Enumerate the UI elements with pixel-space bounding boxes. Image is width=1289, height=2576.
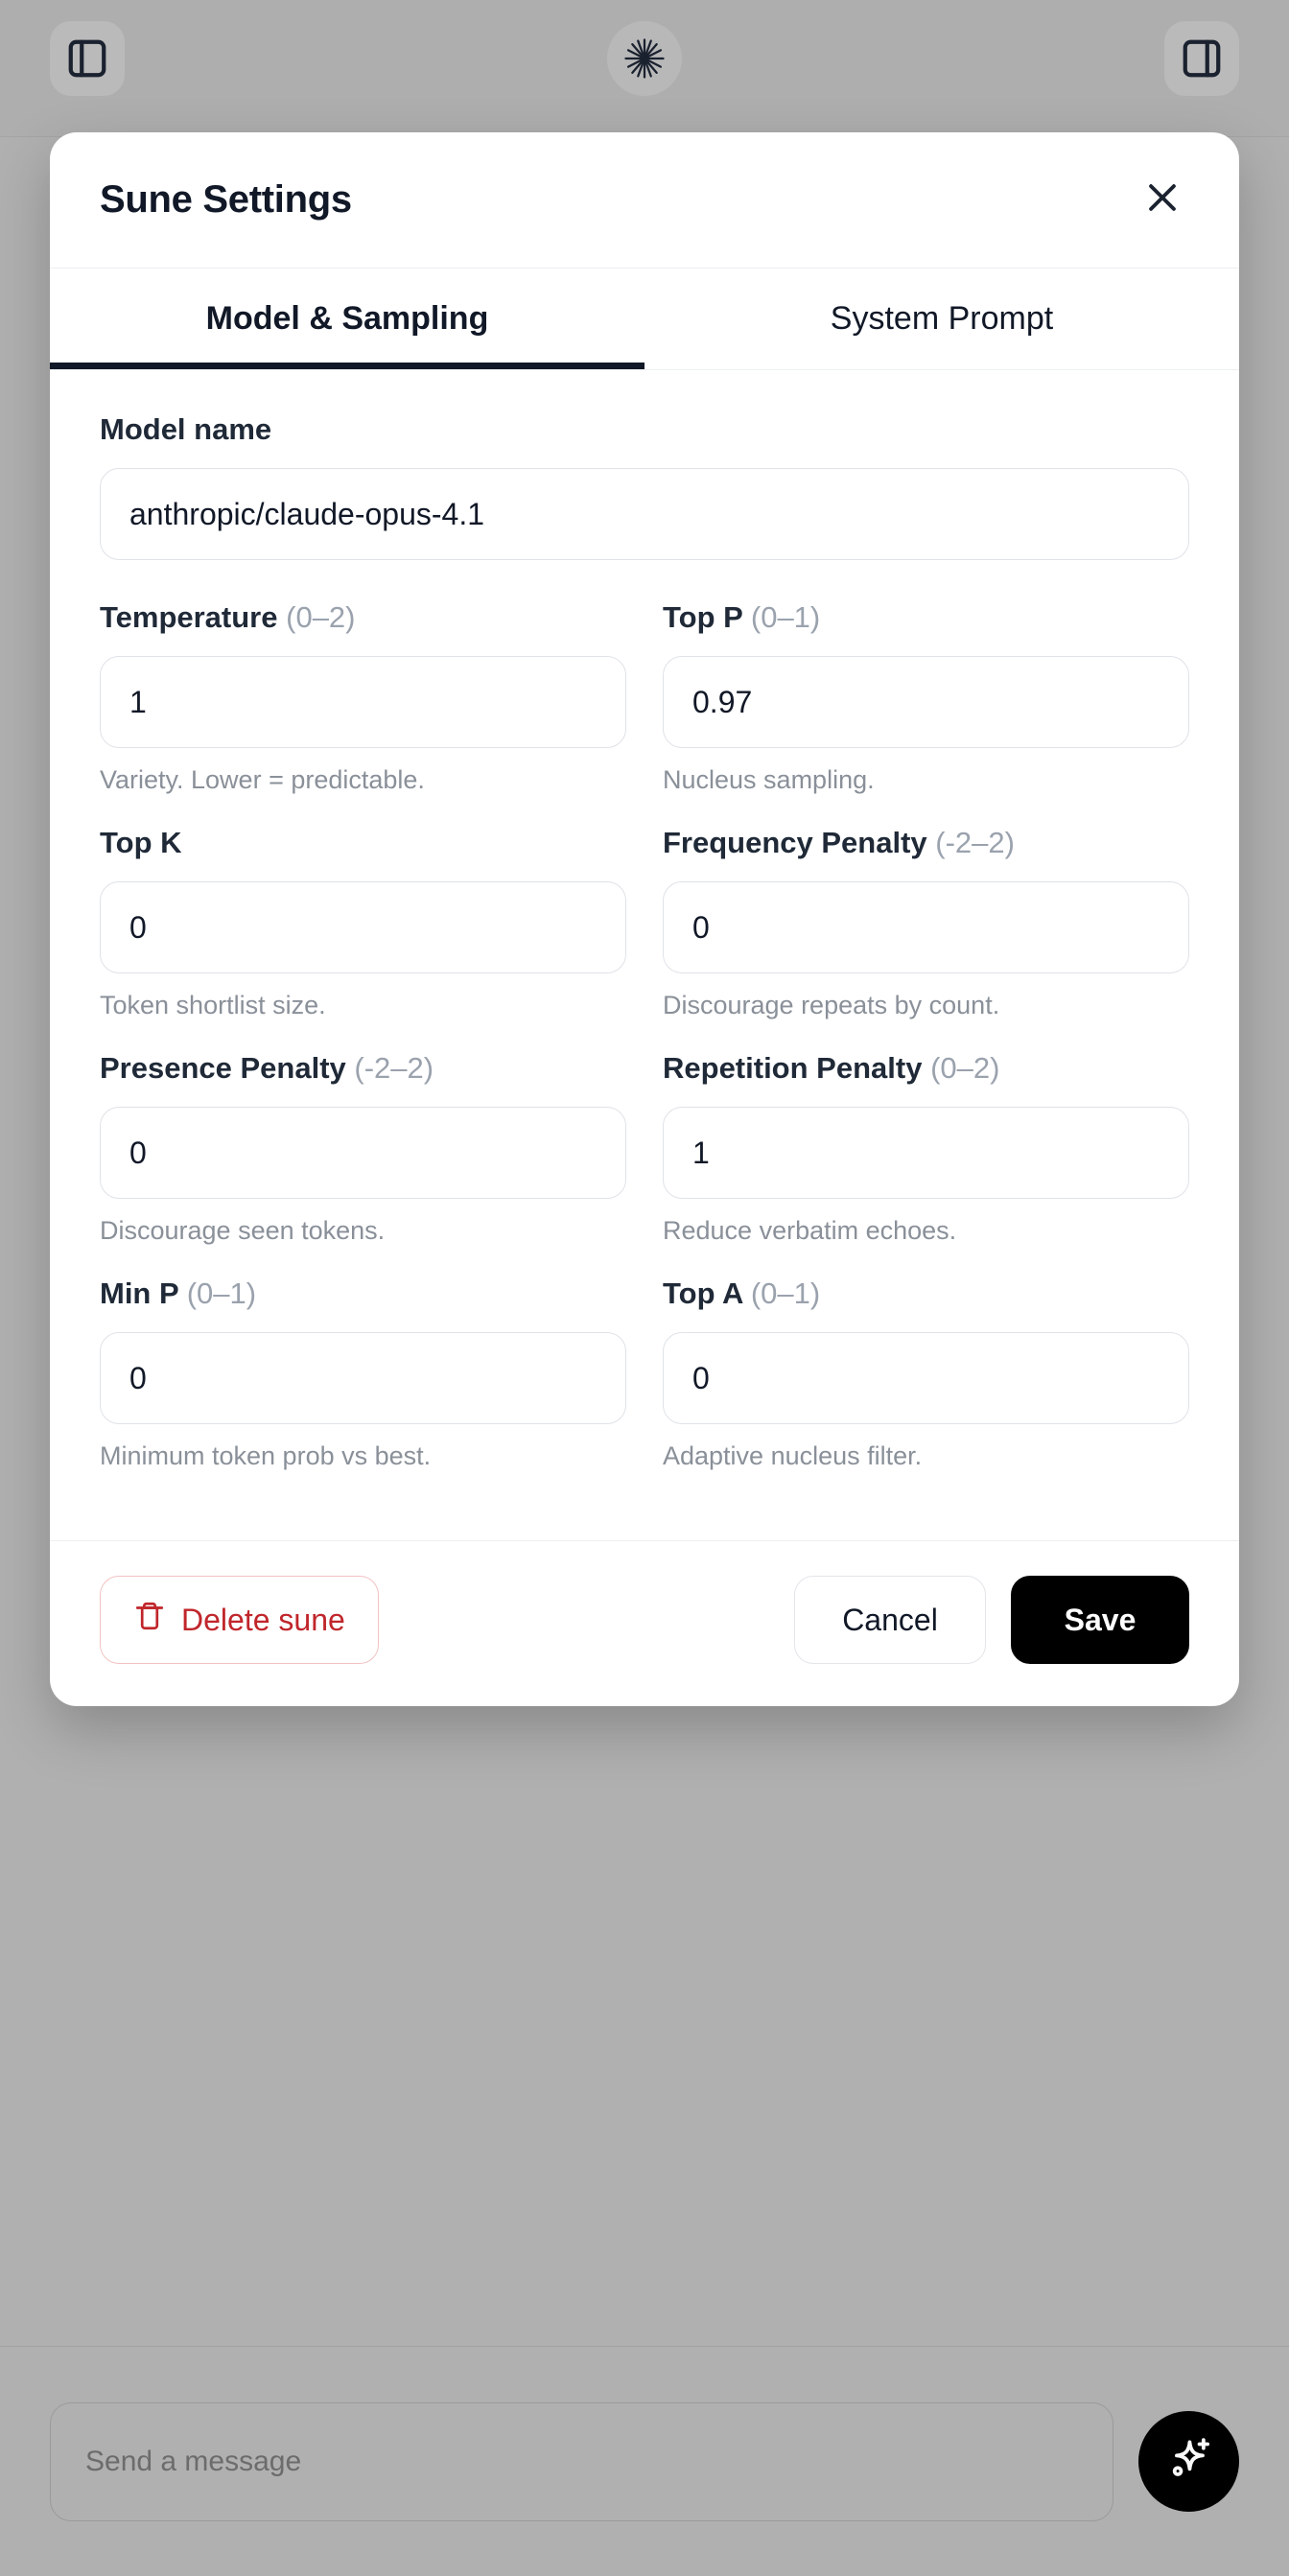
close-icon (1141, 176, 1184, 223)
param-top-k-input[interactable] (100, 881, 626, 973)
sune-settings-modal: Sune Settings Model & Sampling System Pr… (50, 132, 1239, 1706)
param-label-text: Presence Penalty (100, 1051, 346, 1085)
footer-actions: Cancel Save (794, 1576, 1189, 1664)
param-range-text: (-2–2) (935, 826, 1015, 859)
param-min-p-label: Min P (0–1) (100, 1276, 626, 1311)
composer-bar: Send a message (0, 2346, 1289, 2576)
message-input-placeholder: Send a message (85, 2445, 302, 2477)
send-button[interactable] (1138, 2411, 1239, 2512)
param-temperature-hint: Variety. Lower = predictable. (100, 765, 425, 794)
param-presence-penalty: Presence Penalty (-2–2) Discourage seen … (100, 1051, 626, 1246)
param-repetition-penalty-hint: Reduce verbatim echoes. (663, 1216, 957, 1245)
param-label-text: Top A (663, 1276, 743, 1310)
param-presence-penalty-input[interactable] (100, 1107, 626, 1199)
settings-tabs: Model & Sampling System Prompt (50, 269, 1239, 370)
sampling-parameter-grid: Temperature (0–2) Variety. Lower = predi… (100, 600, 1189, 1502)
save-button[interactable]: Save (1011, 1576, 1189, 1664)
cancel-button[interactable]: Cancel (794, 1576, 986, 1664)
param-label-text: Frequency Penalty (663, 826, 927, 859)
app-logo-button[interactable] (607, 21, 682, 96)
delete-sune-button[interactable]: Delete sune (100, 1576, 379, 1664)
trash-icon (133, 1600, 166, 1640)
message-input[interactable]: Send a message (50, 2401, 1113, 2521)
param-frequency-penalty-label: Frequency Penalty (-2–2) (663, 826, 1189, 860)
close-button[interactable] (1136, 174, 1189, 227)
param-frequency-penalty-input[interactable] (663, 881, 1189, 973)
param-min-p-input[interactable] (100, 1332, 626, 1424)
param-label-text: Temperature (100, 600, 278, 634)
param-range-text: (0–1) (750, 600, 821, 634)
param-repetition-penalty-input[interactable] (663, 1107, 1189, 1199)
tab-model-sampling-label: Model & Sampling (205, 300, 489, 337)
modal-header: Sune Settings (50, 132, 1239, 269)
param-repetition-penalty: Repetition Penalty (0–2) Reduce verbatim… (663, 1051, 1189, 1246)
param-presence-penalty-label: Presence Penalty (-2–2) (100, 1051, 626, 1086)
tab-system-prompt-label: System Prompt (830, 300, 1054, 337)
modal-footer: Delete sune Cancel Save (50, 1540, 1239, 1706)
tab-system-prompt[interactable]: System Prompt (644, 269, 1239, 369)
cancel-button-label: Cancel (842, 1602, 938, 1637)
param-frequency-penalty: Frequency Penalty (-2–2) Discourage repe… (663, 826, 1189, 1020)
param-label-text: Top K (100, 826, 182, 859)
save-button-label: Save (1064, 1602, 1137, 1637)
param-range-text: (0–1) (186, 1276, 257, 1310)
param-top-a-label: Top A (0–1) (663, 1276, 1189, 1311)
param-presence-penalty-hint: Discourage seen tokens. (100, 1216, 386, 1245)
param-top-a: Top A (0–1) Adaptive nucleus filter. (663, 1276, 1189, 1471)
param-top-k-label: Top K (100, 826, 626, 860)
model-name-input[interactable] (100, 468, 1189, 560)
tab-model-sampling[interactable]: Model & Sampling (50, 269, 644, 369)
modal-body: Model name Temperature (0–2) Variety. Lo… (50, 370, 1239, 1540)
top-bar (0, 0, 1289, 137)
param-top-p-input[interactable] (663, 656, 1189, 748)
param-repetition-penalty-label: Repetition Penalty (0–2) (663, 1051, 1189, 1086)
param-label-text: Min P (100, 1276, 179, 1310)
model-name-label: Model name (100, 412, 272, 446)
param-temperature-label: Temperature (0–2) (100, 600, 626, 635)
param-range-text: (0–2) (930, 1051, 1000, 1085)
param-range-text: (-2–2) (354, 1051, 434, 1085)
left-panel-toggle-icon (65, 36, 109, 81)
sunburst-logo-icon (620, 34, 669, 83)
param-top-p: Top P (0–1) Nucleus sampling. (663, 600, 1189, 795)
left-panel-toggle-button[interactable] (50, 21, 125, 96)
param-top-p-hint: Nucleus sampling. (663, 765, 875, 794)
param-top-p-label: Top P (0–1) (663, 600, 1189, 635)
page-title: Sune Settings (100, 178, 352, 221)
delete-sune-label: Delete sune (181, 1602, 345, 1637)
param-label-text: Repetition Penalty (663, 1051, 923, 1085)
param-min-p: Min P (0–1) Minimum token prob vs best. (100, 1276, 626, 1471)
param-min-p-hint: Minimum token prob vs best. (100, 1441, 432, 1470)
param-range-text: (0–1) (750, 1276, 821, 1310)
param-label-text: Top P (663, 600, 743, 634)
right-panel-toggle-button[interactable] (1164, 21, 1239, 96)
sparkles-icon (1163, 2433, 1215, 2490)
param-temperature: Temperature (0–2) Variety. Lower = predi… (100, 600, 626, 795)
right-panel-toggle-icon (1180, 36, 1224, 81)
param-top-k-hint: Token shortlist size. (100, 991, 326, 1019)
param-range-text: (0–2) (286, 600, 356, 634)
param-temperature-input[interactable] (100, 656, 626, 748)
param-top-a-input[interactable] (663, 1332, 1189, 1424)
param-frequency-penalty-hint: Discourage repeats by count. (663, 991, 1000, 1019)
model-name-group: Model name (100, 412, 1189, 560)
param-top-k: Top K Token shortlist size. (100, 826, 626, 1020)
param-top-a-hint: Adaptive nucleus filter. (663, 1441, 923, 1470)
